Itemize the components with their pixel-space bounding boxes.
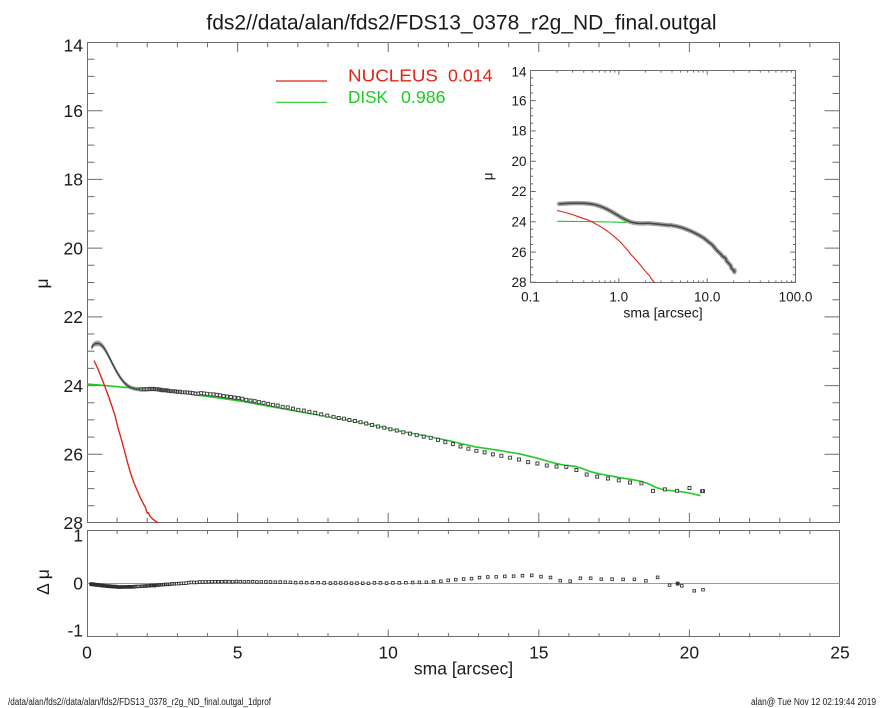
svg-text:μ: μ xyxy=(481,172,496,180)
svg-text:DISK: DISK xyxy=(348,87,388,107)
svg-text:28: 28 xyxy=(511,275,526,290)
svg-text:0: 0 xyxy=(82,643,92,663)
svg-text:18: 18 xyxy=(511,124,526,139)
svg-text:28: 28 xyxy=(64,513,83,533)
svg-text:20: 20 xyxy=(680,643,700,663)
svg-text:5: 5 xyxy=(233,643,243,663)
svg-text:/data/alan/fds2//data/alan/fds: /data/alan/fds2//data/alan/fds2/FDS13_03… xyxy=(8,697,271,708)
svg-text:1: 1 xyxy=(73,526,83,546)
svg-text:24: 24 xyxy=(511,215,527,230)
svg-text:25: 25 xyxy=(830,643,849,663)
svg-text:26: 26 xyxy=(64,445,83,465)
svg-text:16: 16 xyxy=(511,93,526,108)
svg-text:-1: -1 xyxy=(67,621,83,641)
svg-text:14: 14 xyxy=(511,65,527,80)
svg-text:20: 20 xyxy=(511,154,526,169)
svg-text:0.014: 0.014 xyxy=(448,66,493,86)
svg-text:14: 14 xyxy=(64,36,84,56)
svg-text:22: 22 xyxy=(511,184,526,199)
svg-text:10.0: 10.0 xyxy=(694,290,720,305)
svg-text:1.0: 1.0 xyxy=(609,290,628,305)
svg-text:sma [arcsec]: sma [arcsec] xyxy=(623,305,702,321)
svg-text:10: 10 xyxy=(378,643,398,663)
svg-text:μ: μ xyxy=(32,278,52,288)
svg-text:22: 22 xyxy=(64,307,83,327)
svg-text:0.986: 0.986 xyxy=(401,87,446,107)
svg-text:0: 0 xyxy=(73,574,83,594)
svg-text:100.0: 100.0 xyxy=(779,290,813,305)
svg-text:16: 16 xyxy=(64,101,83,121)
svg-text:26: 26 xyxy=(511,245,526,260)
svg-text:Δ μ: Δ μ xyxy=(33,569,53,595)
svg-text:18: 18 xyxy=(64,170,83,190)
svg-text:sma [arcsec]: sma [arcsec] xyxy=(414,659,513,679)
svg-text:15: 15 xyxy=(529,643,548,663)
svg-text:20: 20 xyxy=(64,238,84,258)
svg-text:alan@ Tue Nov 12 02:19:44 201: alan@ Tue Nov 12 02:19:44 2019 xyxy=(751,697,876,708)
svg-text:NUCLEUS: NUCLEUS xyxy=(348,66,438,86)
svg-text:0.1: 0.1 xyxy=(521,290,540,305)
svg-text:24: 24 xyxy=(64,376,84,396)
svg-text:fds2//data/alan/fds2/FDS13_037: fds2//data/alan/fds2/FDS13_0378_r2g_ND_f… xyxy=(206,12,716,35)
